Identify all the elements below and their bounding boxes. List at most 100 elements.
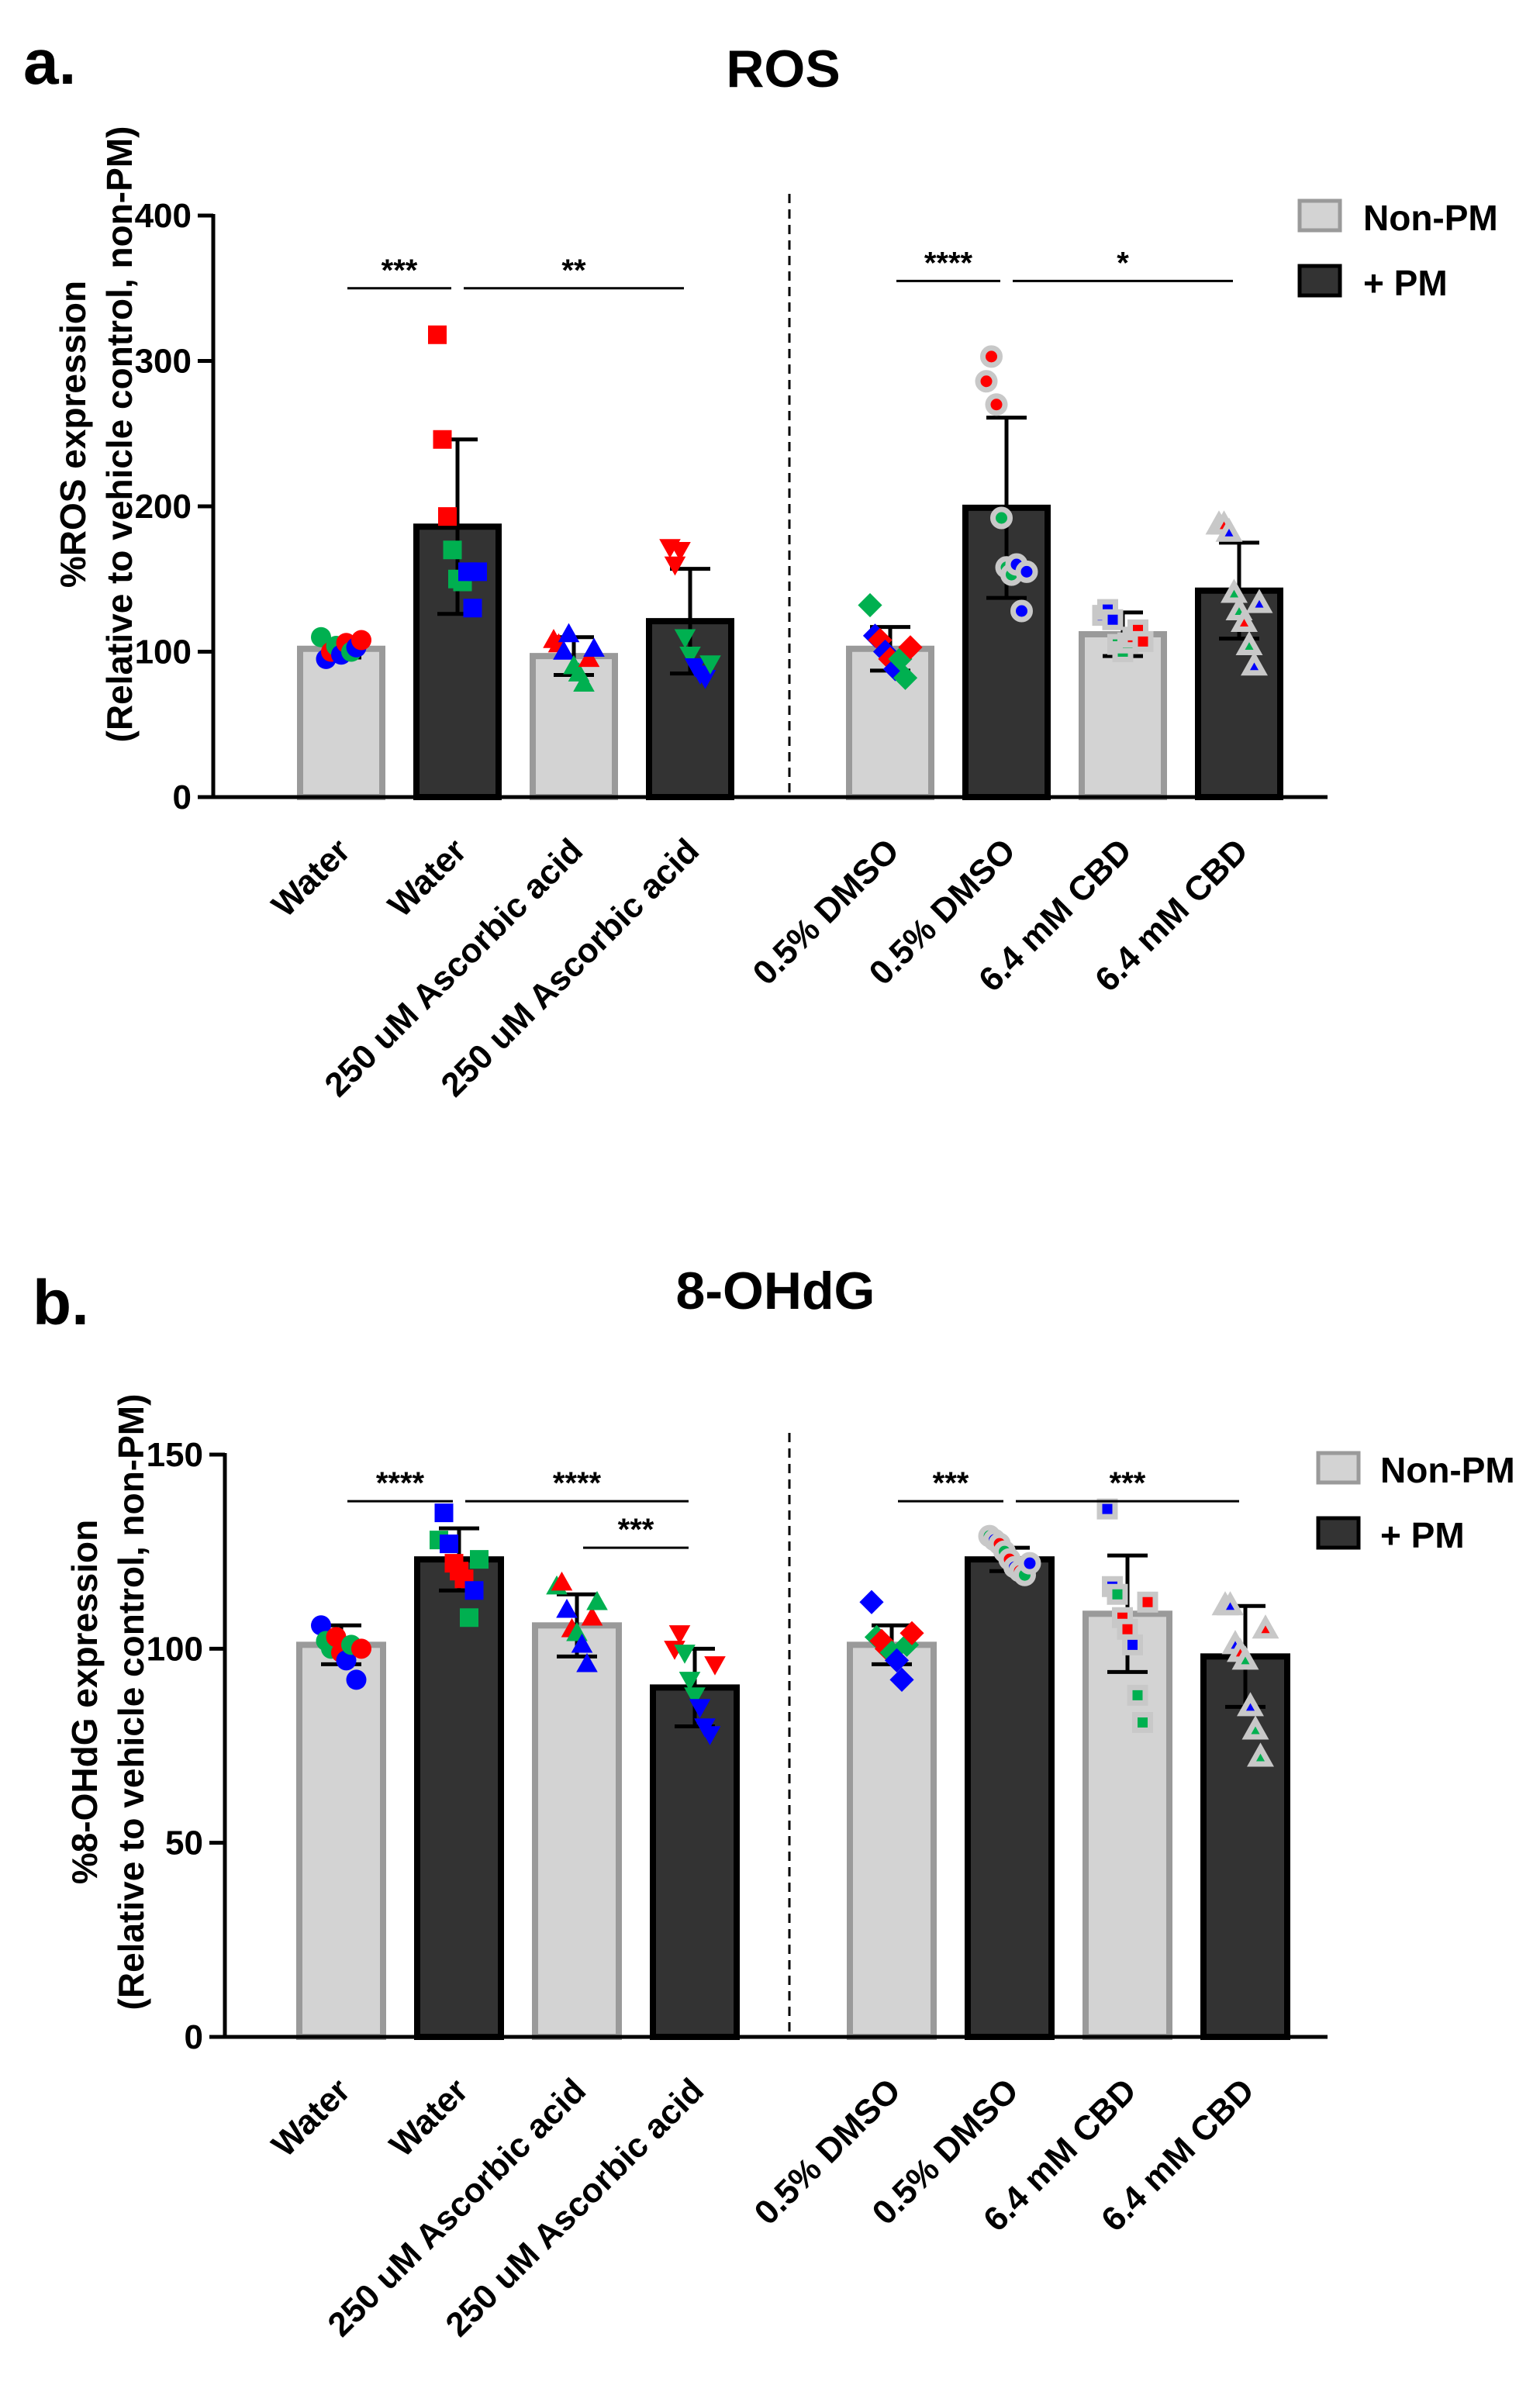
data-point xyxy=(674,1645,696,1664)
bar xyxy=(646,618,734,800)
data-point xyxy=(1247,1742,1274,1767)
legend-item: + PM xyxy=(1316,1515,1465,1555)
data-point xyxy=(985,393,1008,416)
data-point xyxy=(1241,1715,1269,1740)
data-point xyxy=(858,592,882,618)
data-point xyxy=(464,1581,484,1600)
data-point xyxy=(470,1550,489,1569)
x-category-label: Water xyxy=(382,2071,475,2164)
data-point xyxy=(433,430,452,449)
significance-label: *** xyxy=(1110,1466,1146,1500)
y-tick-label: 0 xyxy=(185,2018,203,2056)
legend: Non-PM + PM xyxy=(1316,1450,1515,1555)
data-point xyxy=(674,629,696,649)
data-point xyxy=(573,672,595,692)
data-point xyxy=(694,670,716,689)
panel-letter: a. xyxy=(23,27,76,98)
data-point xyxy=(311,627,331,647)
data-point xyxy=(1252,1614,1279,1639)
data-point xyxy=(894,1632,920,1657)
bar xyxy=(532,1622,622,2040)
legend-label: Non-PM xyxy=(1380,1450,1515,1490)
legend-swatch-pm xyxy=(1297,264,1342,298)
plot-area xyxy=(296,1498,1290,2041)
data-point xyxy=(884,1648,910,1672)
legend-swatch-non-pm xyxy=(1297,198,1342,233)
bar xyxy=(1200,1653,1290,2040)
significance-label: *** xyxy=(618,1513,654,1547)
x-category-label: Water xyxy=(264,831,357,924)
data-point xyxy=(336,1650,357,1671)
data-point xyxy=(1102,609,1124,630)
data-point xyxy=(440,1534,458,1554)
data-point xyxy=(586,1590,608,1610)
data-point xyxy=(882,657,908,682)
y-axis-sublabel: (Relative to vehicle control, non-PM) xyxy=(99,126,140,743)
data-point xyxy=(556,1598,578,1618)
y-axis-sublabel: (Relative to vehicle control, non-PM) xyxy=(111,1394,151,2011)
x-category-label: Water xyxy=(381,831,474,924)
data-point xyxy=(684,1687,706,1707)
data-point xyxy=(1018,1552,1041,1575)
y-tick-label: 100 xyxy=(147,1630,203,1668)
data-point xyxy=(553,640,575,660)
data-point xyxy=(669,542,691,561)
data-point xyxy=(1221,578,1248,603)
data-point xyxy=(460,1608,478,1628)
legend-label: + PM xyxy=(1380,1515,1465,1555)
data-point xyxy=(1245,589,1273,613)
legend-label: + PM xyxy=(1363,263,1448,303)
bar xyxy=(1082,1610,1172,2041)
data-point xyxy=(434,1503,454,1523)
data-point xyxy=(664,556,686,576)
data-point xyxy=(346,1669,367,1690)
bar xyxy=(296,1641,386,2040)
y-tick-label: 150 xyxy=(147,1436,203,1474)
data-point xyxy=(889,1667,914,1692)
data-point xyxy=(1127,1684,1148,1706)
bar xyxy=(297,645,385,800)
data-point xyxy=(699,655,721,675)
data-point xyxy=(888,647,913,671)
data-point xyxy=(463,599,482,618)
significance-label: *** xyxy=(933,1466,969,1500)
data-point xyxy=(1010,599,1033,623)
data-point xyxy=(326,1627,347,1648)
data-point xyxy=(898,635,923,660)
data-point xyxy=(576,1652,598,1672)
y-tick-label: 0 xyxy=(173,778,192,816)
data-point xyxy=(1107,1583,1128,1605)
bar xyxy=(965,1556,1055,2041)
data-point xyxy=(1122,1634,1143,1655)
data-point xyxy=(980,345,1003,368)
chart-title: ROS xyxy=(726,40,840,98)
y-tick-label: 200 xyxy=(135,488,192,526)
data-point xyxy=(443,540,462,560)
data-point xyxy=(899,1621,924,1645)
data-point xyxy=(678,1672,701,1691)
data-point xyxy=(351,1638,371,1659)
data-point xyxy=(1231,607,1258,632)
data-point xyxy=(679,647,701,666)
y-axis-label: %ROS expression xyxy=(53,281,93,588)
data-point xyxy=(578,647,600,668)
significance-label: **** xyxy=(376,1466,425,1500)
significance-label: **** xyxy=(553,1466,602,1500)
panel-ros: a. ROS %ROS expression (Relative to vehi… xyxy=(23,27,1498,1104)
data-point xyxy=(311,1615,331,1636)
data-point xyxy=(428,325,447,344)
data-point xyxy=(581,1606,603,1626)
y-tick-label: 100 xyxy=(135,633,192,671)
y-tick-label: 300 xyxy=(135,343,192,381)
data-point xyxy=(1217,1591,1244,1616)
bar xyxy=(650,1684,740,2040)
legend-item: Non-PM xyxy=(1316,1450,1515,1490)
panel-8-ohdg: b. 8-OHdG %8-OHdG expression (Relative t… xyxy=(33,1262,1515,2344)
significance-label: ** xyxy=(561,254,586,288)
data-point xyxy=(689,1699,711,1718)
data-point xyxy=(868,627,893,653)
y-tick-label: 50 xyxy=(165,1824,203,1862)
data-point xyxy=(551,1571,573,1591)
legend: Non-PM + PM xyxy=(1297,198,1498,303)
